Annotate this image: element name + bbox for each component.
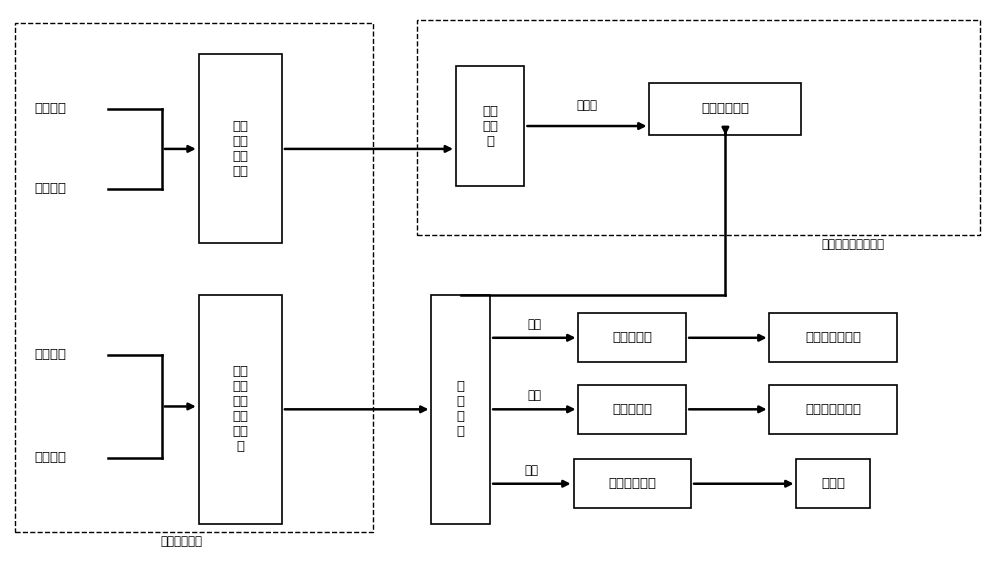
Text: 原料收集系统: 原料收集系统 [160, 535, 202, 548]
Bar [769, 314, 897, 362]
Bar [431, 295, 490, 524]
Text: 沼液: 沼液 [527, 318, 541, 331]
Bar [649, 83, 801, 135]
Text: 生物气生产线: 生物气生产线 [608, 477, 656, 490]
Bar [456, 66, 524, 186]
Text: 混配喷施单元: 混配喷施单元 [701, 102, 749, 116]
Bar [417, 20, 980, 235]
Text: 生活废水: 生活废水 [34, 182, 66, 196]
Text: 畜牧粪便: 畜牧粪便 [34, 349, 66, 361]
Bar [574, 460, 691, 508]
Text: 水肥一体化喷施单元: 水肥一体化喷施单元 [821, 238, 884, 251]
Text: 沼气: 沼气 [525, 464, 539, 477]
Text: 商品液态有机肥: 商品液态有机肥 [805, 331, 861, 345]
Text: 有机
废水
收集
单元: 有机 废水 收集 单元 [232, 120, 248, 178]
Text: 反
应
系
统: 反 应 系 统 [457, 380, 465, 439]
Bar [578, 314, 686, 362]
Text: 农场秸秆: 农场秸秆 [34, 451, 66, 464]
Text: 商品固态有机肥: 商品固态有机肥 [805, 403, 861, 416]
Text: 畜牧废水: 畜牧废水 [34, 102, 66, 116]
Text: 固体
有机
废弃
物收
集单
元: 固体 有机 废弃 物收 集单 元 [232, 366, 248, 453]
Text: 液肥生产线: 液肥生产线 [612, 331, 652, 345]
Bar [578, 385, 686, 434]
Text: 生物气: 生物气 [821, 477, 845, 490]
Text: 固肥生产线: 固肥生产线 [612, 403, 652, 416]
Bar [15, 23, 373, 533]
Bar [769, 385, 897, 434]
Bar [199, 295, 282, 524]
Bar [796, 460, 870, 508]
Text: 水处
理单
元: 水处 理单 元 [482, 105, 498, 148]
Text: 沼渣: 沼渣 [527, 390, 541, 402]
Bar [199, 54, 282, 244]
Text: 灌溉水: 灌溉水 [576, 99, 597, 112]
